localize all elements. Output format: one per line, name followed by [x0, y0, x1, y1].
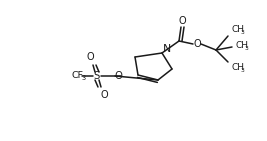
Text: 3: 3 [241, 30, 245, 36]
Text: 3: 3 [241, 68, 245, 72]
Text: 3: 3 [82, 75, 86, 81]
Text: N: N [163, 44, 171, 54]
Text: O: O [86, 52, 94, 62]
Text: O: O [100, 90, 108, 100]
Text: S: S [94, 71, 100, 81]
Text: CH: CH [236, 40, 249, 49]
Text: O: O [114, 71, 122, 81]
Text: CH: CH [232, 26, 245, 35]
Text: CH: CH [232, 62, 245, 71]
Text: 3: 3 [245, 46, 249, 50]
Text: O: O [193, 39, 201, 49]
Text: CF: CF [71, 71, 83, 81]
Text: O: O [178, 16, 186, 26]
